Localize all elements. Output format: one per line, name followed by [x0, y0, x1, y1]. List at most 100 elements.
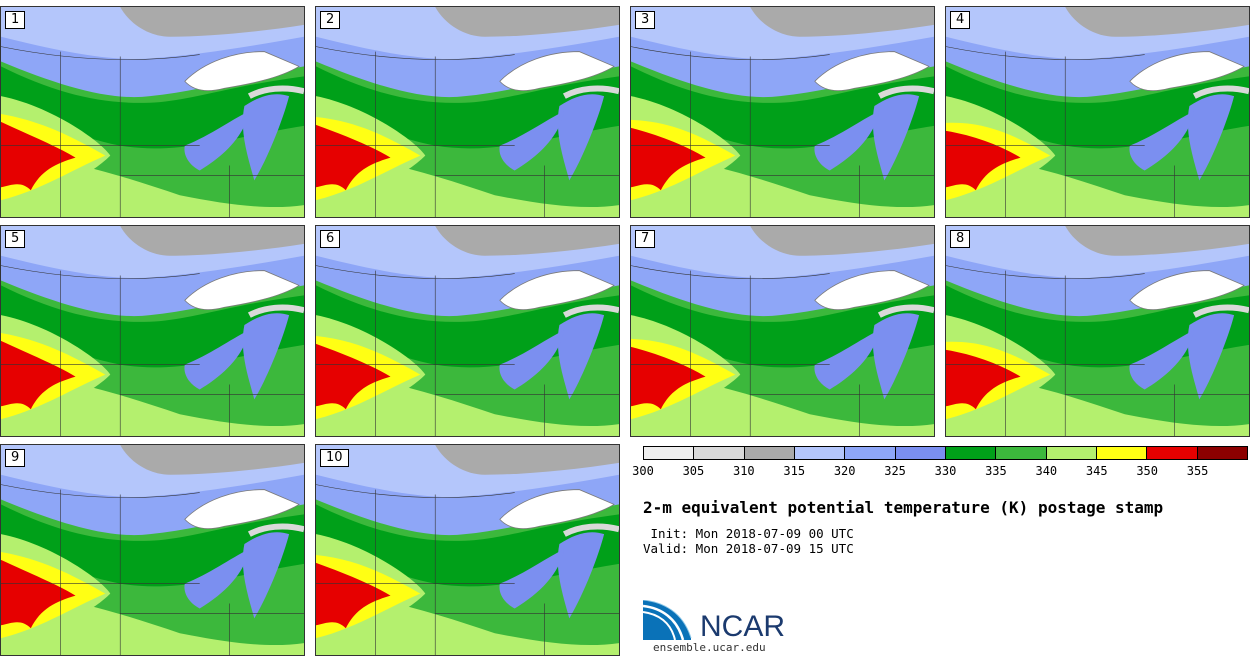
map-shape [872, 94, 920, 181]
map-shape [316, 343, 391, 410]
colorbar-segment [1096, 447, 1148, 459]
map-shape [499, 270, 615, 311]
member-label: 9 [5, 449, 26, 467]
map-shape [435, 226, 619, 256]
map-shape [1, 265, 304, 436]
map-image [316, 226, 619, 436]
map-shape [316, 265, 619, 436]
colorbar-tick-label: 330 [934, 464, 957, 478]
map-panel: 8 [945, 225, 1250, 437]
map-shape [814, 51, 930, 92]
colorbar-segment [794, 447, 846, 459]
map-panel: 7 [630, 225, 935, 437]
colorbar-tick-label: 335 [985, 464, 1007, 478]
map-shape [184, 270, 300, 311]
colorbar-tick-label: 325 [884, 464, 906, 478]
map-shape [750, 226, 934, 256]
map-shape [1187, 94, 1235, 181]
map-shape [562, 85, 619, 99]
member-label: 5 [5, 230, 26, 248]
colorbar-segment [644, 447, 695, 459]
member-label: 2 [320, 11, 341, 29]
map-shape [946, 265, 1249, 436]
map-shape [1065, 226, 1249, 256]
map-shape [184, 51, 300, 92]
colorbar-segment [694, 447, 745, 459]
map-shape [872, 313, 920, 400]
colorbar-tick-label: 345 [1085, 464, 1108, 478]
map-shape [242, 94, 290, 181]
map-shape [631, 346, 706, 410]
map-shape [631, 265, 934, 436]
map-shape [184, 111, 250, 171]
map-shape [499, 330, 565, 390]
map-shape [1065, 7, 1249, 37]
colorbar [643, 446, 1248, 460]
page-title: 2-m equivalent potential temperature (K)… [643, 498, 1164, 517]
map-panel: 1 [0, 6, 305, 218]
map-shape [435, 445, 619, 475]
map-shape [499, 489, 615, 530]
member-label: 6 [320, 230, 341, 248]
colorbar-segment [996, 447, 1047, 459]
map-shape [877, 304, 934, 318]
map-shape [316, 562, 391, 629]
colorbar-tick-label: 355 [1186, 464, 1209, 478]
map-shape [435, 7, 619, 37]
map-shape [557, 532, 605, 619]
map-shape [1, 121, 76, 191]
map-shape [562, 523, 619, 537]
map-shape [316, 124, 391, 191]
colorbar-tick-label: 305 [682, 464, 705, 478]
valid-time: Valid: Mon 2018-07-09 15 UTC [643, 541, 854, 556]
member-label: 8 [950, 230, 971, 248]
ncar-logo-icon [643, 600, 692, 641]
member-label: 4 [950, 11, 971, 29]
map-shape [316, 484, 619, 655]
map-shape [814, 111, 880, 171]
map-shape [631, 46, 934, 217]
map-shape [247, 304, 304, 318]
map-shape [242, 313, 290, 400]
map-image [316, 445, 619, 655]
colorbar-tick-label: 310 [732, 464, 755, 478]
map-shape [184, 489, 300, 530]
map-shape [499, 51, 615, 92]
map-shape [814, 330, 880, 390]
member-label: 7 [635, 230, 656, 248]
colorbar-segment [1147, 447, 1198, 459]
init-time: Init: Mon 2018-07-09 00 UTC [643, 526, 854, 541]
map-shape [1, 340, 76, 410]
member-label: 10 [320, 449, 349, 467]
map-shape [247, 85, 304, 99]
colorbar-segment [1197, 447, 1247, 459]
website-link[interactable]: ensemble.ucar.edu [653, 641, 766, 654]
map-shape [1129, 51, 1245, 92]
map-shape [316, 46, 619, 217]
colorbar-tick-label: 350 [1136, 464, 1158, 478]
map-panel: 6 [315, 225, 620, 437]
colorbar-segment [845, 447, 896, 459]
map-shape [631, 127, 706, 191]
map-shape [499, 549, 565, 609]
map-image [1, 7, 304, 217]
map-shape [499, 111, 565, 171]
colorbar-ticks: 300 305 310 315 320 325 330 335 340 345 350 355 [632, 464, 1248, 480]
map-shape [120, 445, 304, 475]
map-image [316, 7, 619, 217]
map-shape [1192, 304, 1249, 318]
map-shape [562, 304, 619, 318]
map-shape [557, 94, 605, 181]
map-shape [242, 532, 290, 619]
colorbar-segment [895, 447, 946, 459]
map-panel: 4 [945, 6, 1250, 218]
map-shape [946, 46, 1249, 217]
map-shape [1, 484, 304, 655]
colorbar-tick-label: 320 [833, 464, 856, 478]
colorbar-tick-label: 315 [783, 464, 806, 478]
colorbar-tick-label: 300 [632, 464, 654, 478]
map-panel: 2 [315, 6, 620, 218]
map-shape [557, 313, 605, 400]
map-image [946, 226, 1249, 436]
map-shape [1, 559, 76, 629]
